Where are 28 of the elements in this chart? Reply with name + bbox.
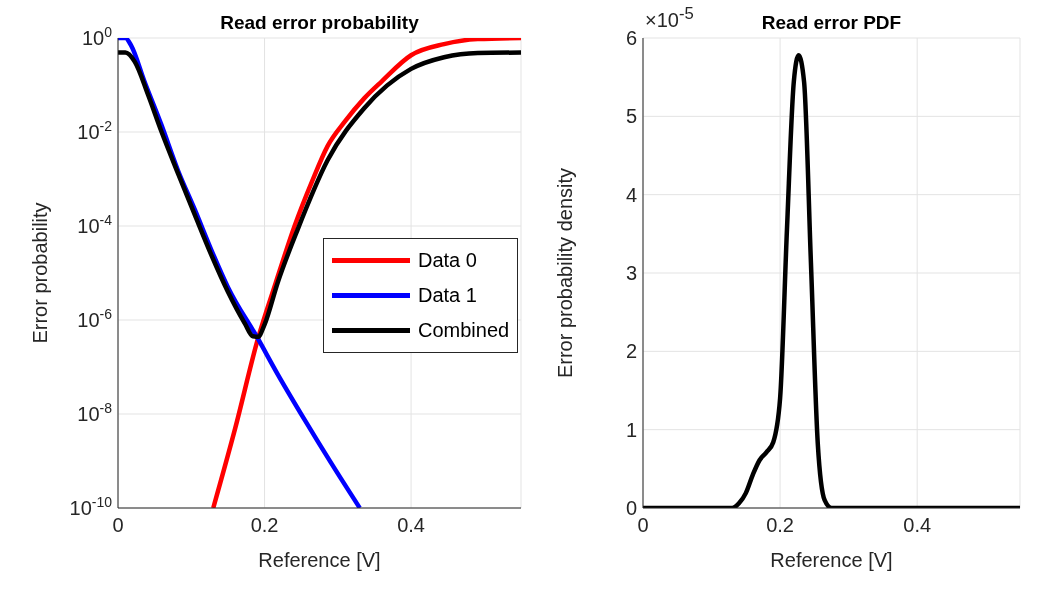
line-series [118,50,521,340]
y-tick-label: 1 [625,418,637,441]
y-tick-label: 10$^{-6}$ [77,306,113,331]
y-tick-label: 4 [625,183,637,206]
x-tick-label: 0.2 [766,514,794,536]
x-axis-title: Reference [V] [258,549,381,572]
legend-label: Data 0 [418,249,477,272]
y-axis-title: Error probability [29,202,52,344]
legend-label: Data 1 [418,284,477,307]
y-tick-label: 10$^{0}$ [81,24,113,49]
x-tick-label: 0.4 [397,514,425,536]
y-tick-label: 3 [625,262,637,284]
y-tick-label: 0 [625,497,637,519]
text: ×10$^{-5}$ [645,4,694,32]
y-tick-label: 10$^{-2}$ [77,118,113,143]
legend-label: Combined [418,319,510,342]
x-axis-title: Reference [V] [770,549,893,572]
y-tick-label: 2 [625,340,637,363]
x-tick-label: 0.2 [250,514,279,536]
y-axis-title: Error probability density [554,167,577,379]
x-tick-label: 0.4 [903,514,932,536]
y-tick-label: 10$^{-10}$ [69,494,113,519]
chart-title: Read error PDF [761,12,902,33]
y-tick-label: 10$^{-8}$ [77,400,113,425]
y-tick-label: 10$^{-4}$ [77,212,113,237]
y-tick-label: 5 [625,105,637,128]
y-tick-label: 6 [625,27,637,49]
chart-title: Read error probability [219,12,420,34]
